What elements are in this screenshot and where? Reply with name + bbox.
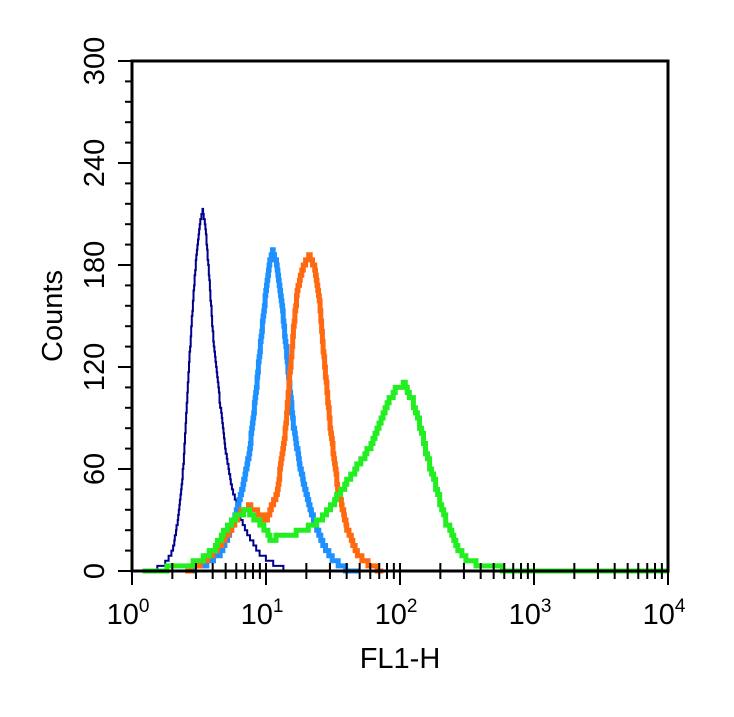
series-lines (142, 207, 668, 574)
y-tick-label: 60 (79, 453, 111, 485)
y-axis-ticks: 0 60 120 180 240 300 (79, 37, 132, 579)
y-tick-label: 120 (79, 343, 111, 391)
x-tick-label: 100 (107, 596, 150, 631)
y-tick-label: 240 (79, 139, 111, 187)
x-tick-label: 103 (509, 596, 552, 631)
x-tick-label: 102 (375, 596, 418, 631)
x-axis-label: FL1-H (360, 643, 441, 675)
series-line-3 (185, 252, 384, 574)
series-line-2 (185, 247, 360, 574)
y-tick-label: 0 (79, 563, 111, 579)
y-tick-label: 300 (79, 37, 111, 85)
y-axis-label: Counts (37, 270, 69, 362)
x-tick-label: 101 (241, 596, 284, 631)
y-tick-label: 180 (79, 241, 111, 289)
x-axis-ticks: 100 101 102 103 104 (107, 563, 686, 631)
series-line-1 (142, 207, 290, 572)
x-tick-label: 104 (643, 596, 686, 631)
